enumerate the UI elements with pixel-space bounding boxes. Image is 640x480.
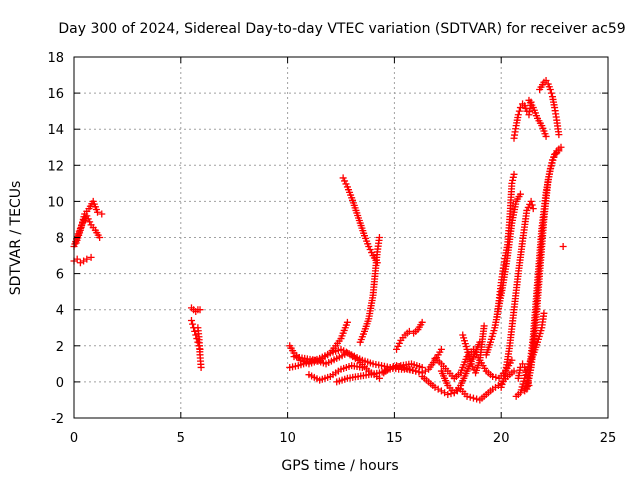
data-point [508, 179, 516, 187]
data-point [519, 360, 527, 368]
y-tick-label: 16 [47, 87, 64, 102]
data-point [87, 253, 95, 261]
x-tick-label: 0 [70, 431, 78, 446]
data-point [358, 363, 366, 371]
data-point [528, 201, 536, 209]
data-point [540, 309, 548, 317]
data-point [510, 367, 518, 375]
data-point [409, 366, 417, 374]
y-tick-label: 12 [47, 159, 64, 174]
data-point [447, 390, 455, 398]
y-tick-label: 18 [47, 51, 64, 66]
data-point [527, 197, 535, 205]
data-points [70, 76, 567, 404]
data-point [412, 367, 420, 375]
data-point [524, 203, 532, 211]
data-point [402, 364, 410, 372]
data-point [509, 173, 517, 181]
data-point [386, 363, 394, 371]
y-tick-label: 2 [56, 340, 64, 355]
data-point [343, 318, 351, 326]
data-point [375, 234, 383, 241]
x-tick-label: 15 [386, 431, 403, 446]
data-point [339, 174, 347, 182]
data-point [93, 208, 101, 216]
data-point [514, 111, 522, 119]
data-point [548, 156, 556, 164]
data-point [393, 362, 401, 370]
data-point [405, 365, 413, 373]
data-point [516, 104, 524, 112]
axes: 0 5 10 15 20 25 -2 0 2 4 6 8 10 12 14 16 18 [47, 51, 616, 446]
data-point [557, 143, 565, 151]
data-point [469, 363, 477, 371]
data-point [551, 150, 559, 158]
data-point [466, 393, 474, 401]
data-point [98, 210, 106, 218]
data-point [492, 373, 500, 381]
data-point [394, 342, 402, 350]
data-point [467, 360, 475, 368]
data-point [550, 153, 558, 161]
data-point [508, 356, 516, 364]
data-point [366, 246, 374, 254]
data-point [523, 206, 531, 214]
data-point [509, 176, 517, 184]
data-point [515, 107, 523, 115]
data-point [463, 392, 471, 400]
data-point [529, 205, 537, 213]
data-point [444, 391, 452, 399]
data-point [546, 85, 554, 93]
data-point [399, 363, 407, 371]
data-point [197, 363, 205, 371]
data-point [189, 320, 197, 328]
data-point [437, 345, 445, 353]
x-tick-label: 10 [279, 431, 296, 446]
data-point [547, 89, 555, 97]
x-tick-label: 20 [493, 431, 510, 446]
y-tick-label: 8 [56, 232, 64, 247]
data-point [542, 76, 550, 84]
data-point [86, 218, 94, 226]
data-point [83, 255, 91, 263]
data-point [396, 363, 404, 371]
data-point [510, 170, 518, 178]
data-point [196, 306, 204, 314]
data-point [473, 395, 481, 403]
data-point [365, 243, 373, 251]
data-point [73, 255, 81, 263]
data-point [415, 368, 423, 376]
data-point [516, 190, 524, 198]
y-tick-label: 10 [47, 195, 64, 210]
data-point [480, 322, 488, 330]
y-tick-label: 4 [56, 304, 64, 319]
x-tick-label: 5 [177, 431, 185, 446]
data-point [489, 372, 497, 380]
data-point [559, 243, 567, 251]
x-tick-label: 25 [600, 431, 617, 446]
data-point [393, 345, 401, 353]
chart-title: Day 300 of 2024, Sidereal Day-to-day VTE… [58, 21, 625, 37]
data-point [96, 234, 104, 241]
x-axis-label: GPS time / hours [281, 458, 398, 474]
data-point [395, 339, 403, 347]
y-tick-label: 6 [56, 268, 64, 283]
data-point [341, 177, 349, 185]
data-point [469, 394, 477, 402]
grid [74, 57, 608, 418]
data-point [342, 180, 350, 188]
data-point [187, 317, 195, 325]
y-tick-label: 14 [47, 123, 64, 138]
data-point [405, 327, 413, 335]
data-point [418, 318, 426, 326]
data-point [542, 132, 550, 140]
y-tick-label: -2 [51, 412, 64, 427]
data-point [389, 363, 397, 371]
y-axis-label: SDTVAR / TECUs [8, 181, 24, 296]
data-point [555, 131, 563, 139]
y-tick-label: 0 [56, 376, 64, 391]
